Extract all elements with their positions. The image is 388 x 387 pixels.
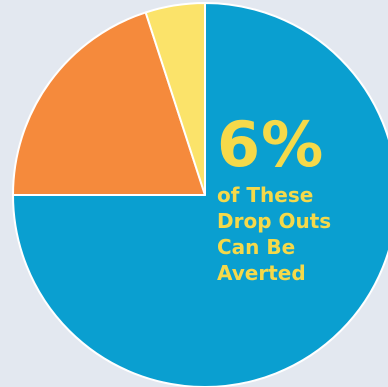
callout-line: Drop Outs <box>217 209 332 233</box>
pie-slice-1 <box>12 2 388 387</box>
callout: 6% of These Drop Outs Can Be Averted <box>217 112 385 286</box>
callout-line: of These <box>217 183 314 207</box>
callout-line: Can Be <box>217 235 296 259</box>
pie-slice-2 <box>12 11 206 196</box>
pie-slice-3 <box>144 2 206 196</box>
callout-line: Averted <box>217 261 306 285</box>
callout-text: of These Drop Outs Can Be Averted <box>217 182 385 286</box>
callout-percentage: 6% <box>217 108 325 181</box>
